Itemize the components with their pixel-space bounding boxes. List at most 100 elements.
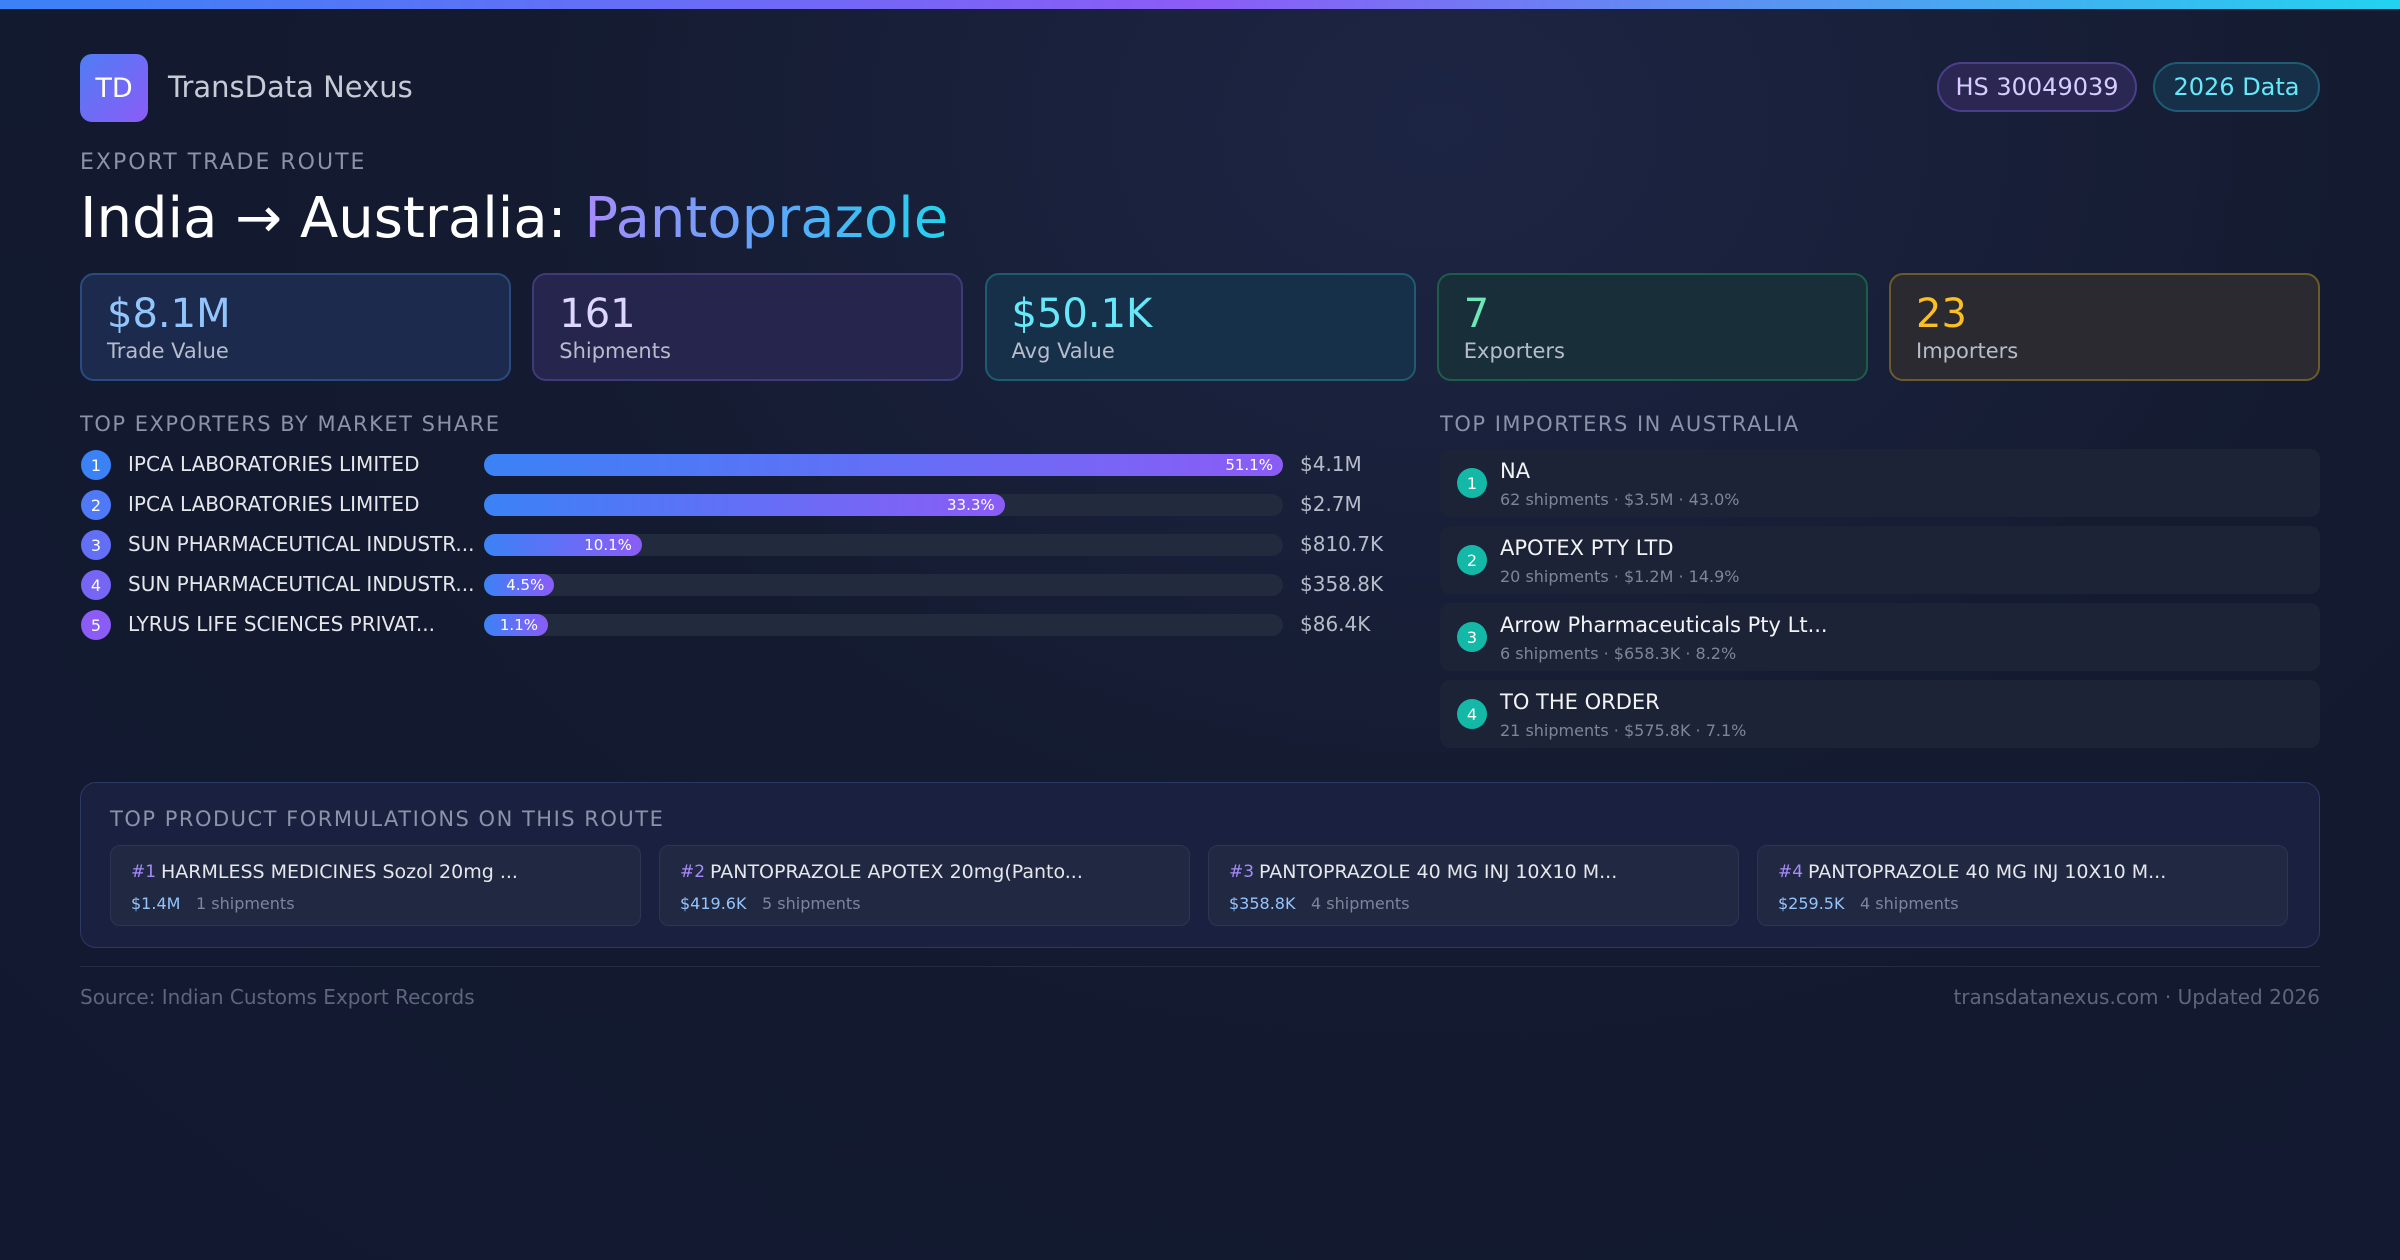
exporter-row: 2 IPCA LABORATORIES LIMITED 33.3% $2.7M [80,489,1400,521]
share-label: 33.3% [947,496,995,514]
formulation-shipments: 4 shipments [1860,894,1959,913]
importer-name: APOTEX PTY LTD [1500,536,1674,560]
rank-badge: 5 [81,610,111,640]
share-bar: 51.1% [484,454,1283,476]
importer-detail: 21 shipments · $575.8K · 7.1% [1500,721,1747,740]
rank-badge: 2 [81,490,111,520]
stat-value: 7 [1463,291,1490,337]
stat-card: 23 Importers [1889,273,2320,381]
exporter-value: $2.7M [1300,492,1362,516]
section-heading: TOP EXPORTERS BY MARKET SHARE [80,412,501,436]
exporter-name: IPCA LABORATORIES LIMITED [128,492,420,516]
title: India → Australia: Pantoprazole [80,186,948,251]
formulation-card: #1 HARMLESS MEDICINES Sozol 20mg ... $1.4M… [110,845,641,926]
formulation-rank: #3 [1229,862,1255,882]
formulation-card: #4 PANTOPRAZOLE 40 MG INJ 10X10 M... $259.… [1757,845,2288,926]
importer-card: 2 APOTEX PTY LTD 20 shipments · $1.2M · 14… [1440,526,2320,594]
formulation-value: $259.5K [1778,894,1845,913]
stat-label: Importers [1916,339,2019,363]
share-bar: 10.1% [484,534,642,556]
route: India → Australia: [80,186,567,251]
formulation-value: $358.8K [1229,894,1296,913]
exporter-row: 4 SUN PHARMACEUTICAL INDUSTR... 4.5% $358.8… [80,569,1400,601]
badge: HS 30049039 [1937,62,2137,112]
divider [80,966,2320,967]
share-label: 10.1% [584,536,632,554]
top-accent [0,0,2400,9]
brand: TransData Nexus [168,70,413,104]
share-label: 1.1% [499,616,538,634]
formulation-name: PANTOPRAZOLE 40 MG INJ 10X10 M... [1259,861,1618,883]
stat-card: 7 Exporters [1436,273,1868,381]
formulation-card: #3 PANTOPRAZOLE 40 MG INJ 10X10 M... $358.… [1208,845,1739,926]
exporter-row: 3 SUN PHARMACEUTICAL INDUSTR... 10.1% $810.… [80,529,1400,561]
bar-track: 4.5% [484,574,1283,596]
source: Source: Indian Customs Export Records [80,985,475,1009]
rank-badge: 1 [1457,468,1487,498]
exporter-value: $810.7K [1300,532,1384,556]
importer-card: 1 NA 62 shipments · $3.5M · 43.0% [1440,449,2320,517]
stat-value: $8.1M [107,291,231,337]
stat-label: Trade Value [107,339,229,363]
importer-detail: 6 shipments · $658.3K · 8.2% [1500,644,1737,663]
formulation-shipments: 1 shipments [196,894,295,913]
exporter-name: LYRUS LIFE SCIENCES PRIVAT... [128,612,435,636]
rank-badge: 4 [1457,699,1487,729]
share-bar: 33.3% [484,494,1005,516]
share-bar: 1.1% [484,614,548,636]
stat-card: $8.1M Trade Value [80,273,511,381]
section-heading: TOP PRODUCT FORMULATIONS ON THIS ROUTE [110,807,665,831]
stat-value: $50.1K [1011,291,1153,337]
importer-detail: 20 shipments · $1.2M · 14.9% [1500,567,1740,586]
exporter-value: $4.1M [1300,452,1362,476]
exporter-name: SUN PHARMACEUTICAL INDUSTR... [128,572,475,596]
exporter-name: IPCA LABORATORIES LIMITED [128,452,420,476]
bar-track: 51.1% [484,454,1283,476]
share-bar: 4.5% [484,574,555,596]
importer-name: Arrow Pharmaceuticals Pty Lt... [1500,613,1828,637]
stat-value: 23 [1916,291,1967,337]
exporter-row: 5 LYRUS LIFE SCIENCES PRIVAT... 1.1% $86.4K [80,609,1400,641]
bar-track: 10.1% [484,534,1283,556]
rank-badge: 2 [1457,545,1487,575]
eyebrow: EXPORT TRADE ROUTE [80,150,367,175]
rank-badge: 3 [1457,622,1487,652]
site: transdatanexus.com · Updated 2026 [1953,985,2320,1009]
formulation-shipments: 4 shipments [1311,894,1410,913]
bar-track: 33.3% [484,494,1283,516]
exporter-name: SUN PHARMACEUTICAL INDUSTR... [128,532,475,556]
formulation-value: $419.6K [680,894,747,913]
bar-track: 1.1% [484,614,1283,636]
rank-badge: 4 [81,570,111,600]
rank-badge: 3 [81,530,111,560]
formulation-shipments: 5 shipments [762,894,861,913]
section-heading: TOP IMPORTERS IN AUSTRALIA [1440,412,1800,436]
share-label: 4.5% [506,576,545,594]
stat-card: $50.1K Avg Value [984,273,1416,381]
importer-card: 4 TO THE ORDER 21 shipments · $575.8K · 7.… [1440,680,2320,748]
rank-badge: 1 [81,450,111,480]
formulation-name: HARMLESS MEDICINES Sozol 20mg ... [161,861,518,883]
share-label: 51.1% [1225,456,1273,474]
formulation-name: PANTOPRAZOLE 40 MG INJ 10X10 M... [1808,861,2167,883]
logo: TD [80,54,148,122]
stat-card: 161 Shipments [532,273,964,381]
importer-name: NA [1500,459,1531,483]
importer-detail: 62 shipments · $3.5M · 43.0% [1500,490,1740,509]
importer-card: 3 Arrow Pharmaceuticals Pty Lt... 6 shipme… [1440,603,2320,671]
exporter-value: $86.4K [1300,612,1371,636]
stat-label: Exporters [1463,339,1565,363]
badge: 2026 Data [2153,62,2320,112]
formulation-rank: #4 [1778,862,1804,882]
formulation-rank: #1 [131,862,157,882]
formulation-rank: #2 [680,862,706,882]
formulation-name: PANTOPRAZOLE APOTEX 20mg(Panto... [710,861,1083,883]
stat-label: Avg Value [1011,339,1115,363]
importer-name: TO THE ORDER [1500,690,1660,714]
stat-label: Shipments [559,339,671,363]
exporter-value: $358.8K [1300,572,1384,596]
formulation-card: #2 PANTOPRAZOLE APOTEX 20mg(Panto... $419.… [659,845,1190,926]
formulations-panel: TOP PRODUCT FORMULATIONS ON THIS ROUTE #… [80,782,2320,948]
formulation-value: $1.4M [131,894,181,913]
